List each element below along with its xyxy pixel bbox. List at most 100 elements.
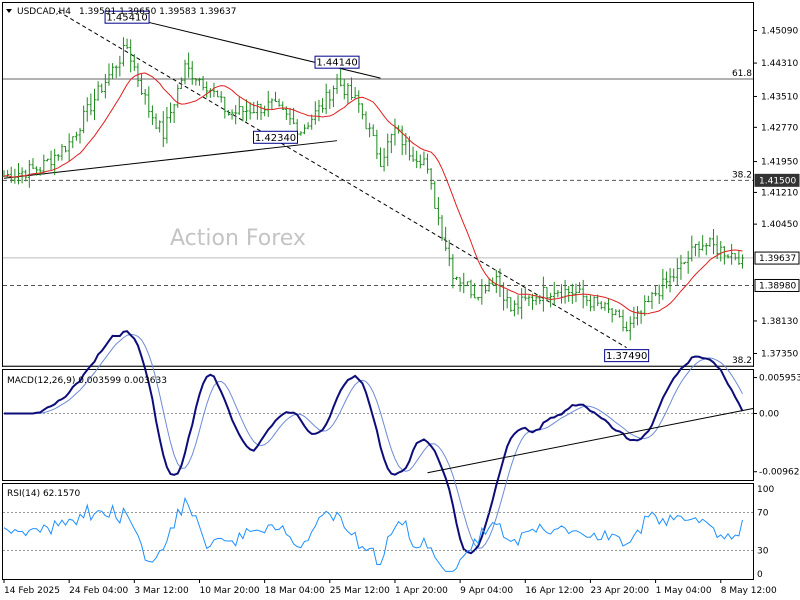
swing-label: 1.37490 <box>606 351 647 362</box>
candle <box>697 241 701 258</box>
candle <box>78 127 82 144</box>
y-tick-label: 1.41210 <box>761 188 798 198</box>
price-plot: 61.8 38.2 38.2 1.45410 1.44140 1.42340 1.37490 <box>2 10 753 367</box>
candle <box>473 283 477 299</box>
candle <box>35 166 39 176</box>
candle <box>154 113 158 130</box>
y-tick-label: 1.37350 <box>761 349 798 359</box>
candle <box>241 106 245 122</box>
x-tick-label: 3 Mar 12:00 <box>134 586 189 596</box>
candle <box>205 81 209 98</box>
moving-average-line <box>3 72 743 315</box>
candle <box>129 39 133 73</box>
candle <box>74 131 78 141</box>
candle <box>574 283 578 303</box>
candle <box>400 125 404 156</box>
candle <box>386 133 390 167</box>
x-tick-label: 14 Feb 2025 <box>4 586 60 596</box>
candle <box>107 63 111 86</box>
candle <box>578 282 582 293</box>
candle <box>342 79 346 100</box>
rsi-y-tick-label: 0 <box>757 570 763 580</box>
candle <box>523 286 527 301</box>
x-tick-label: 8 May 12:00 <box>721 586 777 596</box>
candle <box>462 272 466 294</box>
candle <box>693 243 697 257</box>
candle <box>411 146 415 162</box>
candle <box>690 235 694 262</box>
rsi-title: RSI(14) 62.1570 <box>7 489 80 499</box>
candle <box>426 153 430 174</box>
swing-label-box <box>104 10 150 24</box>
y-tick-label: 1.41950 <box>761 158 798 168</box>
candle <box>350 77 354 100</box>
fib-level-label: 38.2 <box>732 170 752 180</box>
candle <box>324 83 328 115</box>
candle <box>292 107 296 125</box>
candle <box>114 65 118 78</box>
candle <box>183 59 187 85</box>
macd-title: MACD(12,26,9) 0.003599 0.003633 <box>7 376 167 386</box>
swing-label: 1.44140 <box>316 58 357 69</box>
candle <box>632 306 636 329</box>
candle <box>704 243 708 256</box>
macd-y-tick-label: 0.005953 <box>759 374 800 384</box>
candle <box>194 77 198 86</box>
candle <box>722 246 726 265</box>
x-tick-label: 18 Mar 04:00 <box>265 586 325 596</box>
price-tag: 1.41500 <box>759 176 796 186</box>
candle <box>740 254 744 269</box>
candle <box>346 82 350 104</box>
x-tick-label: 1 May 04:00 <box>656 586 712 596</box>
candle <box>476 296 480 301</box>
candle <box>82 105 86 134</box>
candle <box>216 90 220 98</box>
candle <box>93 88 96 121</box>
macd-trendline <box>427 408 754 474</box>
candle <box>494 270 498 294</box>
candle <box>664 271 668 289</box>
candle <box>712 229 716 255</box>
candle <box>277 98 281 107</box>
candle <box>187 52 191 78</box>
y-tick-label: 1.40450 <box>761 220 798 230</box>
y-axis-rsi: 100 70 30 0 <box>757 485 774 580</box>
candle <box>646 295 650 303</box>
candle <box>176 84 180 108</box>
candle <box>378 147 382 167</box>
candle <box>259 103 263 121</box>
x-tick-label: 9 Apr 04:00 <box>460 586 513 596</box>
price-tag-box <box>754 173 800 187</box>
candle <box>672 268 676 282</box>
candle <box>556 289 560 298</box>
candle <box>96 81 100 101</box>
rsi-y-tick-label: 70 <box>757 509 769 519</box>
candle <box>158 120 162 133</box>
candle <box>230 109 234 120</box>
chart-symbol: USDCAD,H4 <box>17 7 71 17</box>
swing-label-box <box>253 130 298 144</box>
candle <box>422 151 426 166</box>
candle <box>6 169 10 179</box>
candle <box>212 82 216 98</box>
y-tick-label: 1.44310 <box>761 59 798 69</box>
swing-label-box <box>604 349 650 363</box>
y-tick-label: 1.45090 <box>761 27 798 37</box>
macd-signal-line <box>4 333 743 549</box>
candle <box>455 276 458 281</box>
candle <box>650 291 654 309</box>
candle <box>567 285 571 302</box>
menu-triangle-icon[interactable] <box>6 9 12 13</box>
candle <box>375 129 379 160</box>
candle <box>491 277 495 286</box>
candle <box>121 37 125 67</box>
x-axis: 14 Feb 2025 24 Feb 04:00 3 Mar 12:00 10 Mar… <box>3 579 777 596</box>
candle <box>169 102 173 123</box>
candle <box>418 154 422 169</box>
x-tick-label: 1 Apr 20:00 <box>395 586 448 596</box>
candle <box>458 277 462 292</box>
candle <box>679 254 683 280</box>
candle <box>321 98 325 113</box>
candle <box>440 215 444 241</box>
candle <box>588 295 592 312</box>
